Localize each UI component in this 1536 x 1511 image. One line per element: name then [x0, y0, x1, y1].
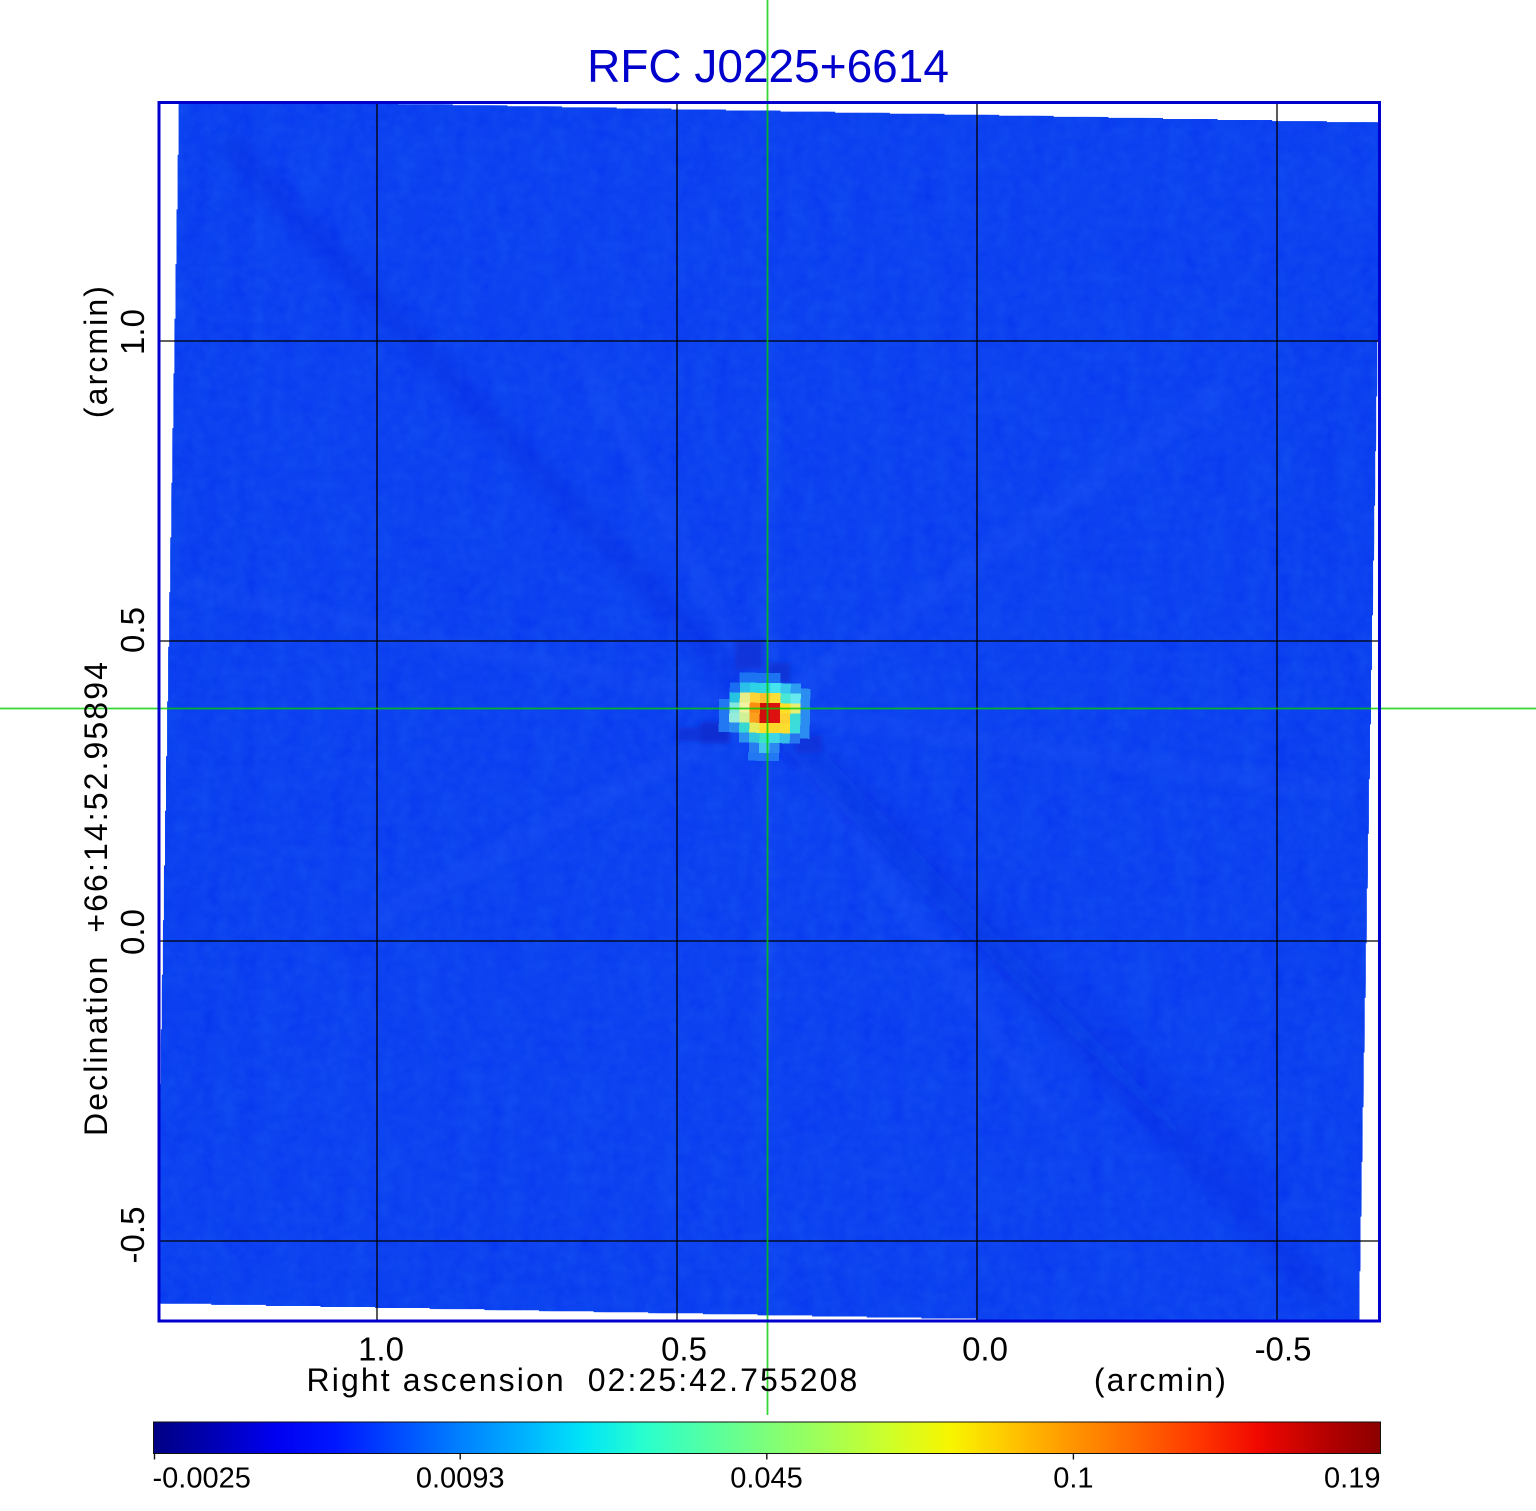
- svg-text:-0.5: -0.5: [1255, 1331, 1312, 1368]
- svg-text:(arcmin): (arcmin): [1094, 1362, 1228, 1398]
- svg-text:-0.5: -0.5: [114, 1207, 151, 1264]
- svg-text:0.5: 0.5: [661, 1331, 707, 1368]
- svg-text:-0.0025: -0.0025: [153, 1463, 251, 1495]
- svg-text:RFC J0225+6614: RFC J0225+6614: [587, 40, 949, 92]
- svg-text:0.045: 0.045: [730, 1463, 803, 1495]
- svg-text:0.0093: 0.0093: [416, 1463, 505, 1495]
- svg-text:0.0: 0.0: [962, 1331, 1008, 1368]
- svg-text:Declination +66:14:52.95894: Declination +66:14:52.95894: [78, 660, 114, 1136]
- svg-text:0.1: 0.1: [1053, 1463, 1093, 1495]
- svg-text:1.0: 1.0: [114, 309, 151, 355]
- svg-text:1.0: 1.0: [358, 1331, 404, 1368]
- svg-text:Right ascension 02:25:42.7552: Right ascension 02:25:42.755208: [307, 1362, 860, 1398]
- svg-text:0.0: 0.0: [114, 909, 151, 955]
- svg-text:0.19: 0.19: [1324, 1463, 1380, 1495]
- svg-text:(arcmin): (arcmin): [78, 284, 114, 418]
- svg-text:0.5: 0.5: [114, 607, 151, 653]
